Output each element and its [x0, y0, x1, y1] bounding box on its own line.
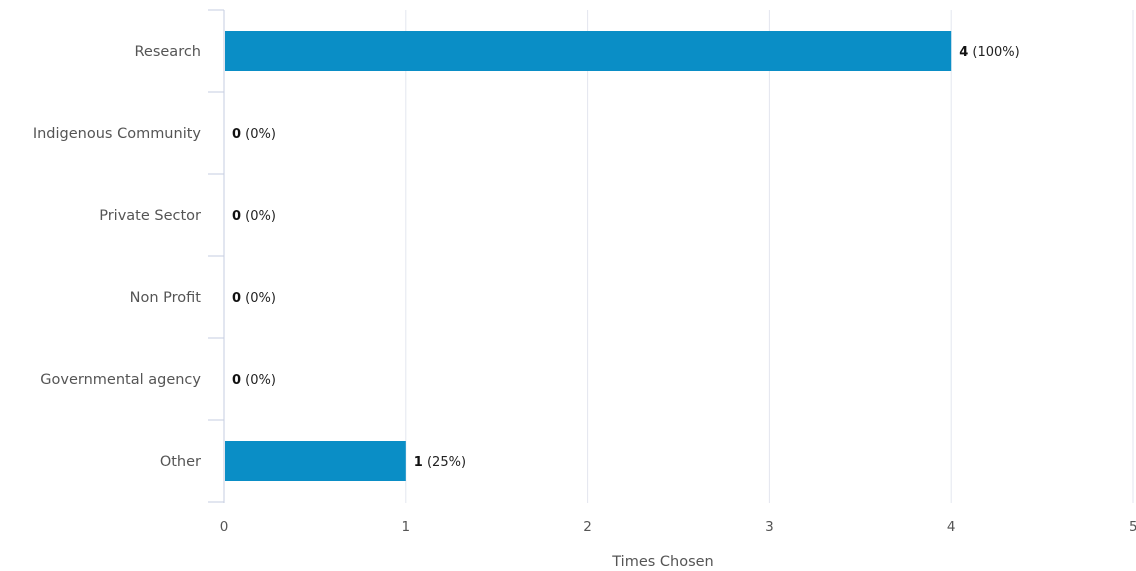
grid-lines — [405, 10, 1134, 503]
x-axis-title: Times Chosen — [611, 554, 714, 570]
x-tick-label: 5 — [1129, 519, 1136, 535]
x-tick-label: 0 — [220, 519, 229, 535]
x-tick-label: 4 — [947, 519, 956, 535]
x-tick-label: 2 — [583, 519, 592, 535]
category-label: Governmental agency — [40, 372, 201, 388]
x-tick-label: 1 — [402, 519, 411, 535]
data-label: 0 (0%) — [232, 209, 276, 224]
category-label: Non Profit — [130, 290, 202, 306]
data-label: 0 (0%) — [232, 373, 276, 388]
x-tick-label: 3 — [765, 519, 774, 535]
data-label: 4 (100%) — [959, 45, 1020, 60]
category-label: Indigenous Community — [33, 126, 202, 142]
data-label: 1 (25%) — [414, 455, 466, 470]
data-label: 0 (0%) — [232, 291, 276, 306]
labels: 0 1 2 3 4 5 Research 4 (100%) Indigenous Communi… — [33, 44, 1136, 535]
category-label: Research — [134, 44, 201, 60]
category-label: Other — [160, 454, 201, 470]
bar — [225, 441, 406, 481]
bar — [225, 31, 952, 71]
data-label: 0 (0%) — [232, 127, 276, 142]
category-label: Private Sector — [99, 208, 201, 224]
axes — [208, 9, 225, 503]
bars — [225, 31, 952, 481]
